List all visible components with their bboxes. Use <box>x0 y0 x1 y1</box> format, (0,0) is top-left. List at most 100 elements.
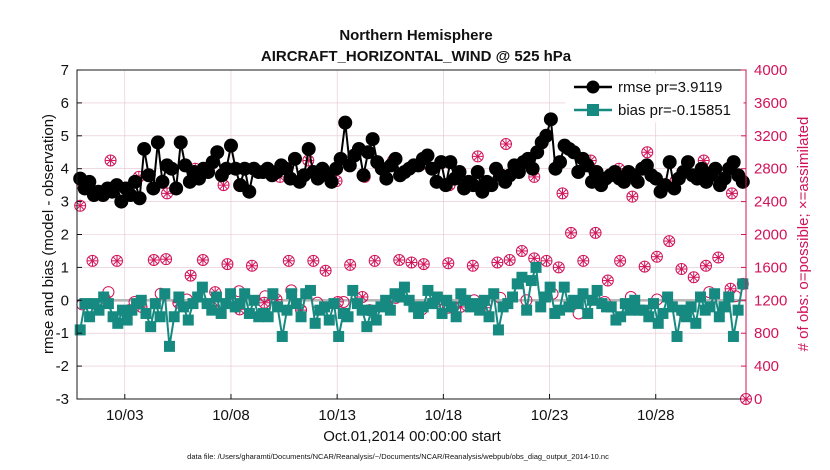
obs-possible-marker <box>245 259 258 272</box>
rmse-point <box>324 174 339 189</box>
bias-point <box>431 291 443 303</box>
rmse-point <box>680 155 695 170</box>
obs-possible-marker <box>307 254 320 267</box>
bias-point <box>492 324 504 336</box>
bias-point <box>356 304 368 316</box>
bias-point <box>483 311 495 323</box>
y-right-tick-label: 3600 <box>754 95 787 112</box>
bias-point <box>530 261 542 273</box>
y-left-tick-label: 1 <box>61 259 69 276</box>
bias-point <box>206 304 218 316</box>
rmse-point <box>726 155 741 170</box>
bias-point <box>408 301 420 313</box>
x-tick-label: 10/03 <box>106 407 144 424</box>
obs-possible-marker <box>466 259 479 272</box>
rmse-point <box>155 174 170 189</box>
bias-point <box>88 298 100 310</box>
bias-point <box>267 288 279 300</box>
y-right-tick-label: 4000 <box>754 62 787 79</box>
rmse-point <box>420 148 435 163</box>
obs-possible-marker <box>196 253 209 266</box>
bias-point <box>163 340 175 352</box>
rmse-point <box>388 151 403 166</box>
rmse-point <box>338 115 353 130</box>
obs-possible-marker <box>405 256 418 269</box>
rmse-point <box>82 174 97 189</box>
legend-bias-label: bias pr=-0.15851 <box>618 102 731 119</box>
rmse-point <box>141 168 156 183</box>
obs-possible-marker <box>417 258 430 271</box>
rmse-point <box>242 184 257 199</box>
bias-point <box>342 311 354 323</box>
bias-point <box>450 311 462 323</box>
y-right-tick-label: 1600 <box>754 259 787 276</box>
obs-possible-marker <box>515 244 528 257</box>
obs-possible-marker <box>638 260 651 273</box>
bias-point <box>539 291 551 303</box>
y-right-tick-label: 800 <box>754 325 779 342</box>
bias-point <box>507 291 519 303</box>
rmse-point <box>365 132 380 147</box>
bias-point <box>478 294 490 306</box>
bias-point <box>516 271 528 283</box>
bias-point <box>521 304 533 316</box>
bias-point <box>192 291 204 303</box>
obs-possible-marker <box>110 254 123 267</box>
bias-point <box>262 311 274 323</box>
rmse-point <box>169 181 184 196</box>
x-tick-label: 10/18 <box>425 407 463 424</box>
bias-point <box>572 298 584 310</box>
rmse-point <box>543 112 558 127</box>
bias-point <box>145 321 157 333</box>
bias-point <box>488 288 500 300</box>
bias-point <box>413 307 425 319</box>
bias-point <box>243 307 255 319</box>
obs-possible-marker <box>319 264 332 277</box>
obs-possible-marker <box>540 254 553 267</box>
obs-possible-marker <box>393 253 406 266</box>
legend: rmse pr=3.9119 bias pr=-0.15851 <box>565 73 744 123</box>
obs-possible-marker <box>687 271 700 284</box>
obs-possible-marker <box>700 259 713 272</box>
bias-point <box>615 311 627 323</box>
rmse-point <box>132 191 147 206</box>
y-left-tick-label: -2 <box>56 358 69 375</box>
bias-point <box>671 330 683 342</box>
bias-point <box>159 288 171 300</box>
rmse-point <box>553 155 568 170</box>
bias-point <box>723 291 735 303</box>
bias-point <box>135 294 147 306</box>
bias-point <box>351 298 363 310</box>
bias-point <box>713 311 725 323</box>
obs-possible-marker <box>184 269 197 282</box>
y-left-tick-label: 7 <box>61 62 69 79</box>
bias-point <box>666 301 678 313</box>
obs-possible-marker <box>491 256 504 269</box>
obs-possible-marker <box>344 258 357 271</box>
obs-possible-marker <box>650 250 663 263</box>
bias-point <box>281 304 293 316</box>
bias-point <box>445 301 457 313</box>
bias-point <box>384 304 396 316</box>
rmse-point <box>630 174 645 189</box>
bias-point <box>709 288 721 300</box>
obs-possible-marker <box>589 226 602 239</box>
rmse-point <box>361 145 376 160</box>
bias-point <box>290 298 302 310</box>
obs-possible-upper-marker <box>104 154 117 167</box>
obs-possible-upper-marker <box>217 179 230 192</box>
obs-possible-upper-marker <box>471 150 484 163</box>
y-right-tick-label: 2000 <box>754 227 787 244</box>
bias-point <box>638 304 650 316</box>
y-left-tick-label: 3 <box>61 194 69 211</box>
bias-point <box>234 298 246 310</box>
obs-possible-marker <box>503 253 516 266</box>
rmse-point <box>287 151 302 166</box>
bias-point <box>511 278 523 290</box>
y-right-tick-label: 2800 <box>754 161 787 178</box>
y-axis-left-ticks: -3 -2 -1 0 1 2 3 4 5 6 7 <box>56 62 82 408</box>
bias-point <box>102 298 114 310</box>
rmse-series <box>73 112 750 209</box>
x-tick-label: 10/23 <box>531 407 569 424</box>
bias-point <box>652 317 664 329</box>
